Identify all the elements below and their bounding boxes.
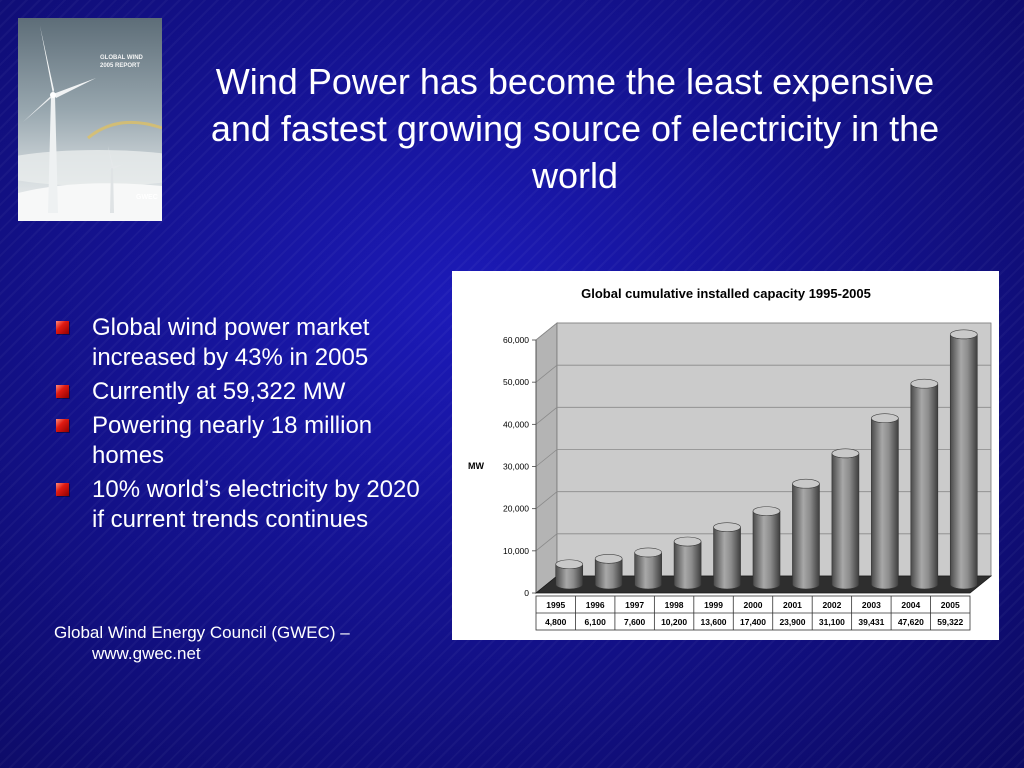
source-citation: Global Wind Energy Council (GWEC) – www.… — [54, 623, 350, 663]
y-tick-label: 60,000 — [503, 335, 529, 345]
bullet-text: Currently at 59,322 MW — [92, 378, 346, 405]
bar-top-2000 — [752, 506, 781, 516]
bar-top-2002 — [831, 448, 860, 459]
bullet-item: 10% world’s electricity by 2020 if curre… — [56, 475, 436, 535]
gridline-side — [535, 364, 558, 383]
bar-top-1996 — [594, 553, 623, 564]
wind-turbine-illustration — [18, 26, 162, 221]
x-category-label: 2005 — [941, 600, 960, 610]
data-value-label: 4,800 — [545, 617, 567, 627]
bullet-item: Powering nearly 18 million homes — [56, 411, 436, 471]
bullet-square-icon — [56, 419, 69, 432]
data-value-label: 7,600 — [624, 617, 646, 627]
bullet-text: 10% world’s electricity by 2020 if curre… — [92, 476, 420, 533]
gridline-side — [535, 407, 558, 425]
y-tick-label: 10,000 — [503, 546, 529, 556]
x-category-label: 2002 — [822, 600, 841, 610]
x-category-label: 1996 — [586, 600, 605, 610]
data-value-label: 39,431 — [858, 617, 884, 627]
y-tick-label: 40,000 — [503, 419, 529, 429]
y-tick-label: 30,000 — [503, 462, 529, 472]
bullet-square-icon — [56, 385, 69, 398]
bullet-square-icon — [56, 483, 69, 496]
bar-top-2005 — [949, 329, 978, 340]
x-category-label: 1999 — [704, 600, 723, 610]
x-category-label: 1998 — [665, 600, 684, 610]
bar-1999 — [713, 527, 741, 590]
data-value-label: 17,400 — [740, 617, 766, 627]
bar-2004 — [910, 383, 939, 590]
bar-1998 — [673, 541, 702, 590]
report-cover-image: GLOBAL WIND 2005 REPORT GWEC — [18, 18, 162, 221]
x-category-label: 2001 — [783, 600, 802, 610]
bar-top-1998 — [673, 536, 702, 547]
data-value-label: 13,600 — [701, 617, 727, 627]
bar-2003 — [871, 418, 899, 590]
data-value-label: 10,200 — [661, 617, 687, 627]
gridline-side — [535, 533, 558, 552]
bullet-square-icon — [56, 321, 69, 334]
bar-top-1997 — [634, 547, 662, 558]
y-axis-label: MW — [468, 461, 484, 471]
capacity-bar-chart: Global cumulative installed capacity 199… — [468, 286, 993, 631]
bullet-item: Global wind power market increased by 43… — [56, 313, 436, 373]
slide-title: Wind Power has become the least expensiv… — [210, 61, 940, 196]
bullet-text: Powering nearly 18 million homes — [92, 412, 373, 469]
gridline-side — [535, 322, 558, 341]
x-category-label: 1997 — [625, 600, 644, 610]
y-tick-label: 50,000 — [503, 377, 529, 387]
data-value-label: 23,900 — [779, 617, 805, 627]
bar-top-2001 — [792, 478, 820, 489]
bar-top-2004 — [910, 378, 939, 389]
gridline-side — [535, 449, 558, 467]
data-value-label: 47,620 — [898, 617, 924, 627]
bar-2002 — [831, 453, 860, 590]
chart-panel: Global cumulative installed capacity 199… — [452, 271, 999, 640]
bar-top-1999 — [713, 522, 741, 532]
y-tick-label: 0 — [524, 588, 529, 598]
bar-2001 — [792, 483, 820, 590]
cover-gwec-logo: GWEC — [136, 194, 158, 201]
bar-top-2003 — [871, 413, 899, 424]
data-value-label: 59,322 — [937, 617, 963, 627]
bar-top-1995 — [555, 559, 584, 570]
x-category-label: 2003 — [862, 600, 881, 610]
cover-report-title: GLOBAL WIND 2005 REPORT — [100, 55, 143, 69]
x-category-label: 2000 — [744, 600, 763, 610]
bar-2000 — [752, 511, 781, 590]
chart-title: Global cumulative installed capacity 199… — [581, 286, 871, 301]
bullet-item: Currently at 59,322 MW — [56, 377, 436, 407]
bullet-list: Global wind power market increased by 43… — [56, 313, 436, 539]
x-category-label: 2004 — [901, 600, 920, 610]
bar-2005 — [949, 334, 978, 590]
y-tick-label: 20,000 — [503, 504, 529, 514]
x-category-label: 1995 — [546, 600, 565, 610]
bullet-text: Global wind power market increased by 43… — [92, 314, 370, 371]
data-value-label: 31,100 — [819, 617, 845, 627]
data-value-label: 6,100 — [585, 617, 607, 627]
bar-1997 — [634, 552, 662, 590]
gridline-side — [535, 491, 558, 509]
